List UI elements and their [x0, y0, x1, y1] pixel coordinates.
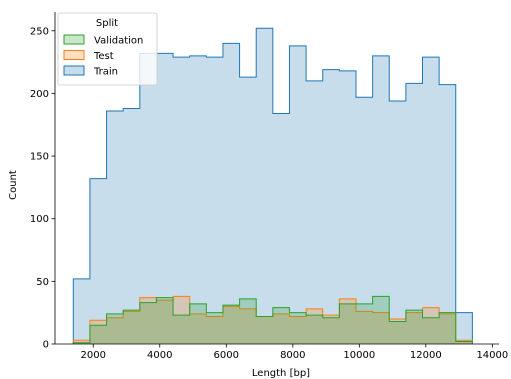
- legend-title: Split: [96, 18, 118, 29]
- y-axis-label: Count: [8, 170, 19, 200]
- legend-items: Validation Test Train: [63, 34, 143, 78]
- legend-label-validation: Validation: [94, 36, 143, 47]
- legend-swatch-validation: [63, 34, 85, 45]
- legend-swatch-test: [63, 50, 85, 60]
- histogram-series-group: [72, 27, 473, 344]
- legend-swatch-train: [63, 65, 85, 76]
- y-tick-label: 100: [30, 214, 49, 225]
- y-tick-label: 0: [43, 340, 49, 351]
- x-tick-label: 4000: [147, 350, 172, 361]
- x-tick-label: 12000: [410, 350, 442, 361]
- y-tick-label: 150: [30, 152, 49, 163]
- x-axis-label: Length [bp]: [252, 368, 310, 379]
- series-train-area: [73, 28, 473, 344]
- legend-label-train: Train: [93, 67, 118, 78]
- tick-group: 2000 4000 6000 8000 10000 12000 14000 0 50 100 150…: [30, 26, 508, 361]
- y-tick-label: 50: [36, 277, 49, 288]
- x-tick-label: 2000: [81, 350, 106, 361]
- axes-group: [54, 12, 499, 345]
- x-tick-label: 14000: [476, 350, 508, 361]
- series-train-outline: [72, 27, 473, 344]
- x-tick-label: 6000: [214, 350, 239, 361]
- y-tick-label: 250: [30, 26, 49, 37]
- legend-label-test: Test: [93, 51, 114, 62]
- series-validation-outline: [72, 295, 473, 344]
- legend-frame: [57, 12, 158, 86]
- y-tick-label: 200: [30, 89, 49, 100]
- legend: Split Validation Test Train: [57, 12, 158, 86]
- x-tick-label: 10000: [343, 350, 375, 361]
- x-tick-label: 8000: [280, 350, 305, 361]
